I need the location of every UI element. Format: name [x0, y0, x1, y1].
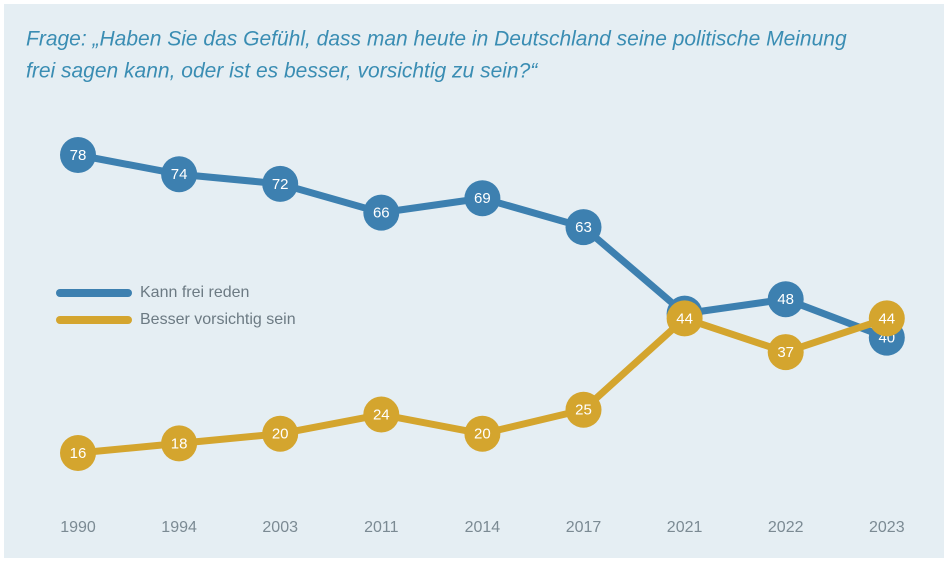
data-point [464, 415, 501, 452]
data-label: 24 [373, 407, 390, 424]
data-point [60, 435, 96, 471]
data-label: 66 [373, 205, 390, 222]
chart-subtitle: frei sagen kann, oder ist es besser, vor… [26, 60, 538, 83]
legend-label: Kann frei reden [140, 284, 249, 301]
data-label: 63 [575, 219, 592, 236]
data-label: 74 [171, 166, 188, 183]
data-point [767, 281, 804, 318]
data-label: 18 [171, 435, 188, 452]
background [4, 4, 944, 558]
data-label: 20 [272, 426, 289, 443]
data-label: 72 [272, 176, 289, 193]
data-point [666, 300, 703, 337]
x-tick-label: 2021 [667, 519, 703, 536]
data-label: 25 [575, 402, 592, 419]
data-point [363, 194, 400, 231]
data-label: 44 [878, 310, 895, 327]
data-label: 16 [70, 445, 87, 462]
data-label: 37 [777, 344, 794, 361]
legend-label: Besser vorsichtig sein [140, 311, 296, 328]
data-label: 69 [474, 190, 491, 207]
data-label: 78 [70, 147, 87, 164]
x-tick-label: 2003 [262, 519, 298, 536]
data-point [565, 209, 602, 246]
x-tick-label: 2011 [364, 519, 399, 536]
data-point [262, 165, 299, 202]
data-point [565, 391, 602, 428]
x-tick-label: 2014 [465, 519, 501, 536]
data-point [767, 334, 804, 371]
x-tick-label: 1990 [60, 519, 96, 536]
x-tick-label: 2022 [768, 519, 804, 536]
x-tick-label: 2023 [869, 519, 905, 536]
data-label: 44 [676, 310, 693, 327]
data-point [868, 300, 905, 337]
data-point [161, 425, 198, 462]
data-point [464, 180, 501, 217]
x-tick-label: 1994 [161, 519, 197, 536]
data-label: 48 [777, 291, 794, 308]
chart-title: Frage: „Haben Sie das Gefühl, dass man h… [26, 28, 847, 51]
data-point [262, 415, 299, 452]
x-tick-label: 2017 [566, 519, 602, 536]
data-point [363, 396, 400, 433]
data-point [60, 137, 96, 173]
data-point [161, 156, 198, 193]
data-label: 20 [474, 426, 491, 443]
